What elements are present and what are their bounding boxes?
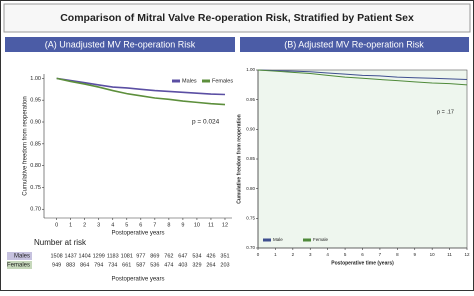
figure-title: Comparison of Mitral Valve Re-operation … [60,12,414,24]
risk-count: 474 [164,262,173,268]
x-tick-label: 2 [83,222,86,228]
risk-count: 587 [136,262,145,268]
risk-count: 869 [150,253,159,259]
annotation: p = 0.024 [192,119,220,126]
risk-count: 762 [164,253,173,259]
y-tick-label: 0.95 [30,98,41,104]
x-tick-label: 5 [344,252,347,257]
x-tick-label: 1 [69,222,72,228]
x-tick-label: 8 [396,252,399,257]
x-tick-label: 2 [292,252,295,257]
panel-title: (B) Adjusted MV Re-operation Risk [284,39,424,49]
x-axis-label: Postoperative years [111,231,164,237]
annotation: p = .17 [437,109,454,115]
risk-count: 883 [66,262,75,268]
x-tick-label: 0 [257,252,260,257]
y-tick-label: 0.95 [246,97,255,102]
x-tick-label: 8 [167,222,170,228]
x-tick-label: 10 [430,252,436,257]
risk-count: 1183 [107,253,119,259]
risk-count: 1404 [79,253,91,259]
x-tick-label: 4 [111,222,114,228]
panel-title: (A) Unadjusted MV Re-operation Risk [45,39,196,49]
y-tick-label: 0.70 [246,245,255,250]
survival-line [56,77,226,106]
survival-line [257,69,468,80]
plot-area [257,69,468,249]
x-tick-label: 7 [153,222,156,228]
x-tick-label: 4 [326,252,329,257]
x-tick-label: 9 [413,252,416,257]
risk-count: 1081 [121,253,133,259]
x-tick-label: 3 [309,252,312,257]
risk-count: 536 [150,262,159,268]
risk-count: 734 [108,262,117,268]
y-tick-label: 0.75 [246,216,255,221]
x-tick-label: 12 [464,252,470,257]
x-tick-label: 1 [274,252,277,257]
risk-count: 794 [94,262,103,268]
x-tick-label: 11 [447,252,452,257]
risk-count: 351 [220,253,229,259]
risk-row-label: Males [14,254,30,260]
header-box [3,3,471,33]
risk-row-label: Females [7,263,30,269]
panel-title-bar [240,37,469,52]
y-tick-label: 0.85 [30,141,41,147]
x-tick-label: 3 [97,222,100,228]
risk-count: 534 [192,253,201,259]
risk-count: 647 [178,253,187,259]
x-tick-label: 5 [125,222,128,228]
x-tick-label: 0 [55,222,58,228]
plot-area [44,74,232,218]
x-tick-label: 9 [181,222,184,228]
y-tick-label: 0.85 [246,156,255,161]
survival-line [257,69,468,86]
y-axis-label: Cumulative freedom from reoperation [23,96,29,195]
survival-line [56,77,226,96]
risk-table-xlabel: Postoperative years [111,277,164,283]
x-axis-label: Postoperative time (years) [331,260,394,266]
legend-label: Female [313,237,329,242]
risk-count: 1437 [65,253,77,259]
legend-label: Male [273,237,283,242]
risk-count: 426 [206,253,215,259]
risk-count: 661 [122,262,131,268]
legend-label: Males [182,78,197,84]
x-tick-label: 6 [361,252,364,257]
risk-count: 329 [192,262,201,268]
x-tick-label: 10 [194,222,200,228]
legend-label: Females [212,78,233,84]
risk-table-title: Number at risk [34,238,87,247]
risk-count: 264 [206,262,215,268]
risk-count: 203 [220,262,229,268]
x-tick-label: 6 [139,222,142,228]
y-tick-label: 0.75 [30,185,41,191]
risk-count: 1299 [93,253,105,259]
y-tick-label: 1.00 [246,67,255,72]
risk-count: 1508 [51,253,63,259]
y-axis-label: Cumulative freedom from reoperation [236,114,242,203]
y-tick-label: 0.90 [246,127,255,132]
risk-count: 864 [80,262,89,268]
y-tick-label: 0.70 [30,207,41,213]
x-tick-label: 12 [222,222,228,228]
panel-title-bar [5,37,235,52]
risk-count: 403 [178,262,187,268]
y-tick-label: 0.80 [30,163,41,169]
risk-count: 977 [136,253,145,259]
y-tick-label: 1.00 [30,76,41,82]
risk-row-swatch [7,261,32,269]
x-tick-label: 11 [208,222,214,228]
risk-row-swatch [7,252,32,260]
y-tick-label: 0.80 [246,186,255,191]
risk-count: 949 [52,262,61,268]
x-tick-label: 7 [379,252,382,257]
y-tick-label: 0.90 [30,119,41,125]
